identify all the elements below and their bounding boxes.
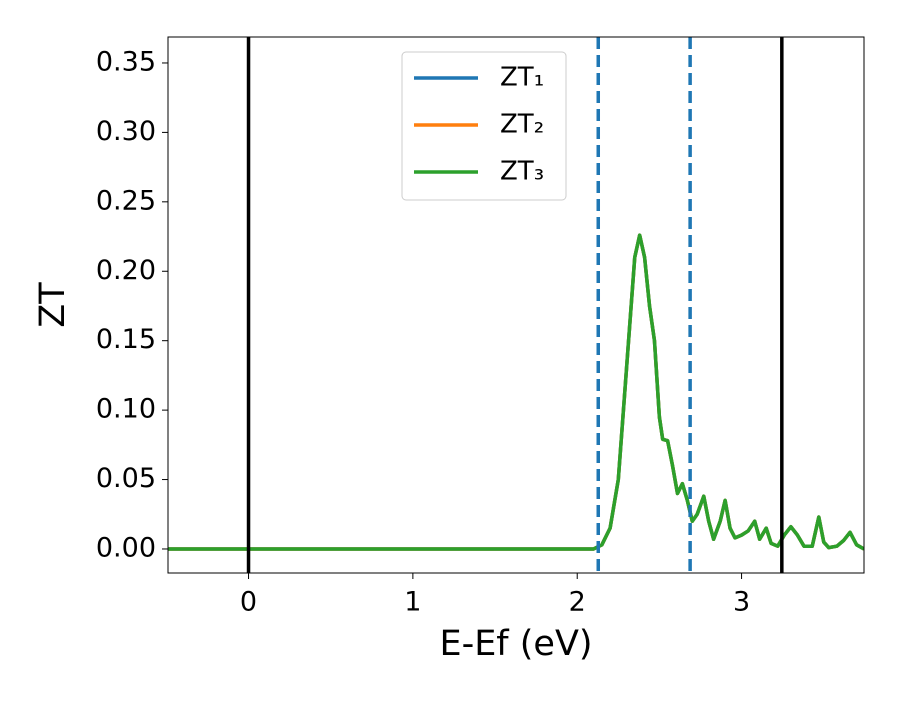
- y-axis-label: ZT: [33, 282, 73, 328]
- x-tick-label: 1: [404, 587, 421, 618]
- y-tick-label: 0.35: [96, 46, 156, 77]
- y-tick-label: 0.15: [96, 324, 156, 355]
- x-tick-label: 2: [569, 587, 586, 618]
- legend-label: ZT₂: [500, 110, 544, 140]
- line-series: [168, 233, 864, 551]
- plot-frame: [167, 36, 865, 574]
- y-tick-label: 0.20: [96, 255, 156, 286]
- legend-box: [401, 51, 567, 201]
- x-tick-label: 0: [240, 587, 257, 618]
- x-axis-label: E-Ef (eV): [439, 624, 592, 664]
- legend-label: ZT₁: [500, 63, 544, 93]
- legend-label: ZT₃: [500, 157, 544, 187]
- y-tick-label: 0.25: [96, 185, 156, 216]
- line-series: [168, 233, 864, 551]
- y-tick-label: 0.00: [96, 532, 156, 563]
- line-series: [168, 233, 864, 551]
- y-tick-label: 0.05: [96, 463, 156, 494]
- y-tick-label: 0.30: [96, 116, 156, 147]
- x-tick-label: 3: [733, 587, 750, 618]
- y-tick-label: 0.10: [96, 394, 156, 425]
